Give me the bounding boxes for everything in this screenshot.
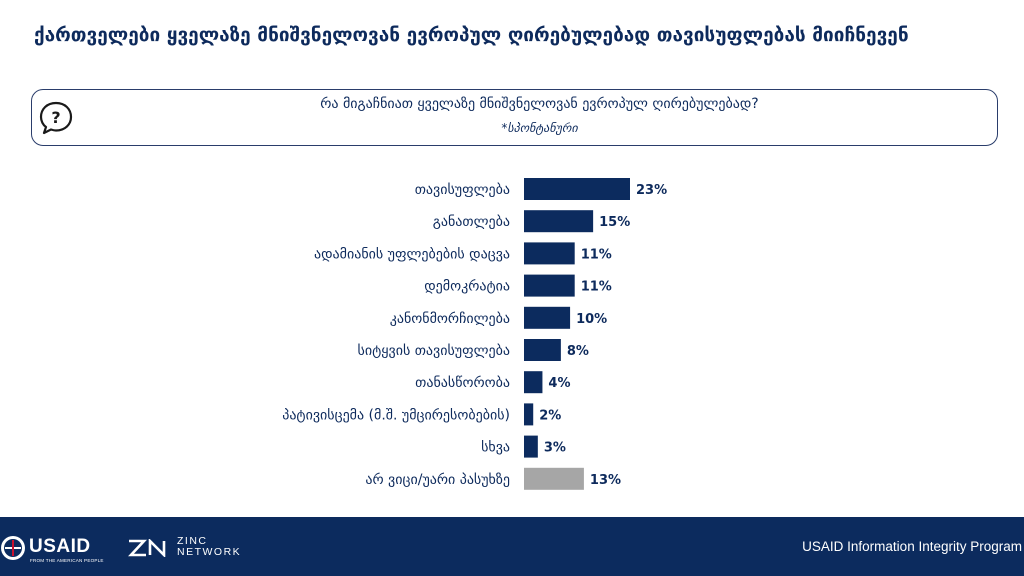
category-label: არ ვიცი/უარი პასუხზე	[365, 471, 510, 488]
value-label: 4%	[548, 376, 570, 391]
bar	[524, 242, 575, 265]
value-label: 15%	[599, 215, 630, 230]
value-label: 3%	[544, 441, 566, 456]
value-label: 11%	[581, 280, 612, 295]
category-label: განათლება	[433, 214, 510, 230]
page-title: ქართველები ყველაზე მნიშვნელოვან ევროპულ …	[34, 24, 909, 46]
value-label: 2%	[539, 408, 561, 423]
usaid-tagline: FROM THE AMERICAN PEOPLE	[30, 558, 104, 563]
footer-bar: USAID FROM THE AMERICAN PEOPLE ZINC NETW…	[0, 517, 1024, 576]
category-label: სხვა	[481, 440, 510, 456]
value-label: 13%	[590, 473, 621, 488]
bar	[524, 435, 538, 458]
value-label: 8%	[567, 344, 589, 359]
zinc-network-logo: ZINC NETWORK	[177, 535, 242, 558]
svg-text:?: ?	[51, 108, 60, 127]
value-label: 10%	[576, 312, 607, 327]
question-note: *სპონტანური	[501, 121, 578, 135]
usaid-logo: USAID	[29, 536, 91, 557]
bar	[524, 306, 571, 329]
usaid-seal-icon	[1, 536, 25, 560]
category-label: სიტყვის თავისუფლება	[358, 343, 510, 359]
category-label: თავისუფლება	[415, 182, 510, 198]
category-label: ადამიანის უფლებების დაცვა	[314, 246, 510, 262]
category-label: დემოკრატია	[424, 278, 510, 295]
bar-chart: თავისუფლება 23% განათლება 15% ადამიანის უფლე…	[282, 178, 667, 490]
category-label: თანასწორობა	[415, 374, 510, 391]
bar	[524, 467, 584, 490]
value-label: 23%	[636, 183, 667, 198]
program-name: USAID Information Integrity Program	[802, 539, 1022, 554]
bar	[524, 403, 534, 426]
category-label: პატივისცემა (მ.შ. უმცირესობების)	[282, 406, 510, 423]
zinc-network-logo-icon	[128, 539, 166, 557]
bar	[524, 339, 561, 361]
question-box: ? რა მიგაჩნიათ ყველაზე მნიშვნელოვან ევრო…	[31, 89, 998, 146]
bar	[524, 371, 543, 394]
bar	[524, 178, 630, 200]
bar	[524, 274, 575, 297]
question-text: რა მიგაჩნიათ ყველაზე მნიშვნელოვან ევროპუ…	[320, 96, 759, 112]
value-label: 11%	[581, 247, 612, 262]
bar	[524, 210, 594, 233]
question-mark-icon: ?	[39, 101, 73, 135]
category-label: კანონმორჩილება	[390, 310, 510, 327]
